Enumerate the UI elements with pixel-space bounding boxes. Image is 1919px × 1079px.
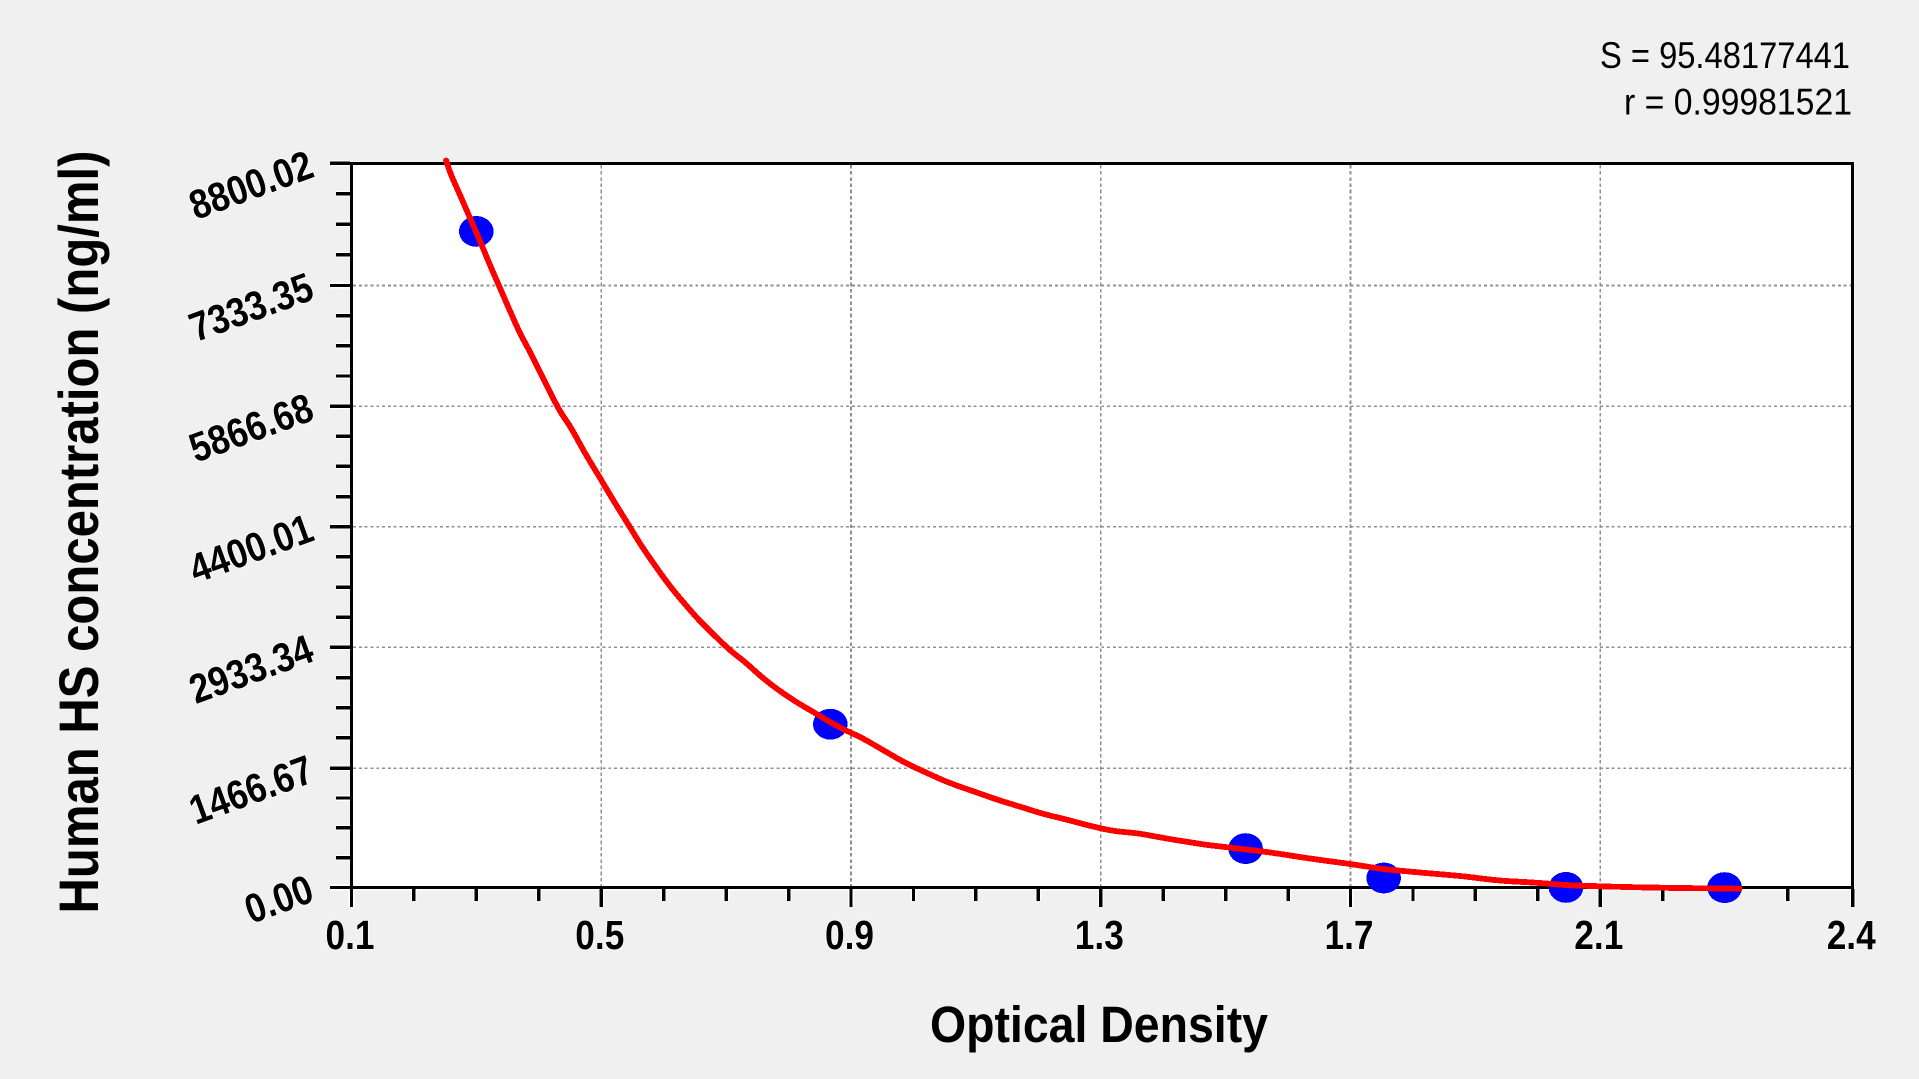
svg-text:1.3: 1.3 — [1075, 912, 1124, 958]
svg-text:S = 95.48177441: S = 95.48177441 — [1600, 34, 1850, 76]
svg-text:Optical Density: Optical Density — [930, 996, 1268, 1053]
svg-text:2.4: 2.4 — [1827, 912, 1876, 958]
svg-text:2.1: 2.1 — [1574, 912, 1623, 958]
svg-text:0.9: 0.9 — [825, 912, 874, 958]
svg-text:1.7: 1.7 — [1325, 912, 1374, 958]
svg-text:r = 0.99981521: r = 0.99981521 — [1624, 81, 1852, 123]
svg-text:0.5: 0.5 — [575, 912, 624, 958]
svg-text:0.1: 0.1 — [326, 912, 375, 958]
svg-text:Human HS concentration (ng/ml): Human HS concentration (ng/ml) — [47, 151, 110, 914]
